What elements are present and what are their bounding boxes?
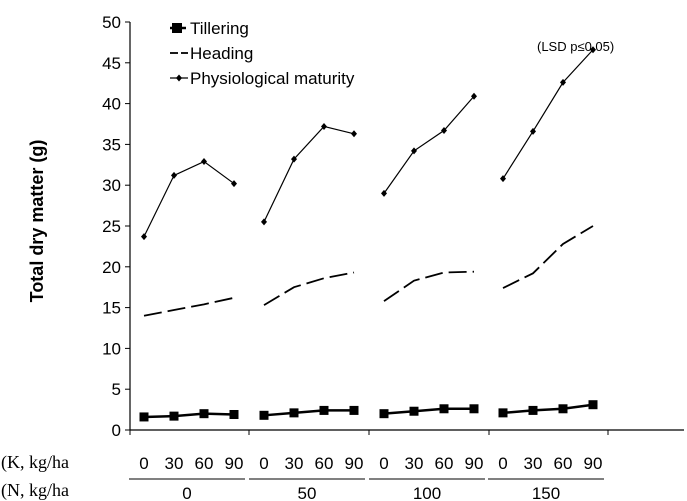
series-line-tillering: [143, 412, 235, 419]
series-line-physiological-maturity: [383, 95, 475, 194]
y-tick-label: 0: [112, 421, 121, 440]
x-tick-label: 0: [498, 454, 507, 473]
x-tick-label: 0: [259, 454, 268, 473]
series-line-heading: [383, 270, 475, 302]
x-tick-label: 90: [584, 454, 603, 473]
x-tick-label: 60: [435, 454, 454, 473]
y-tick-label: 45: [102, 54, 121, 73]
y-tick-label: 20: [102, 258, 121, 277]
y-tick-label: 15: [102, 299, 121, 318]
maturity-point: [530, 127, 536, 135]
x-tick-label: 90: [225, 454, 244, 473]
tillering-point: [588, 400, 598, 410]
tillering-point: [199, 409, 209, 419]
maturity-point: [500, 175, 506, 183]
tillering-point: [229, 409, 239, 419]
tillering-point: [169, 411, 179, 421]
marks: [139, 46, 598, 422]
legend: Tillering Heading Physiological maturity: [170, 19, 355, 88]
y-tick-label: 25: [102, 217, 121, 236]
legend-marker: [172, 23, 182, 33]
y-tick-label: 30: [102, 176, 121, 195]
tillering-point: [379, 409, 389, 419]
x-tick-label: 0: [139, 454, 148, 473]
series-line-tillering: [383, 407, 474, 415]
n-row-label: (N, kg/ha: [1, 480, 69, 501]
tillering-point: [558, 404, 568, 414]
tillering-point: [469, 404, 479, 414]
tillering-point: [349, 405, 359, 415]
x-tick-label: 30: [405, 454, 424, 473]
x-tick-label: 30: [165, 454, 184, 473]
x-tick-label: 60: [195, 454, 214, 473]
y-tick-label: 50: [102, 13, 121, 32]
maturity-point: [471, 92, 477, 100]
y-tick-label: 5: [112, 380, 121, 399]
x-tick-label: 90: [465, 454, 484, 473]
maturity-point: [231, 180, 237, 188]
maturity-point: [141, 233, 147, 241]
series-line-physiological-maturity: [263, 125, 355, 223]
legend-marker: [176, 74, 182, 82]
x-tick-label: 60: [554, 454, 573, 473]
lsd-annotation: (LSD p≤0.05): [537, 39, 614, 54]
k-row-label: (K, kg/ha: [1, 452, 69, 473]
x-tick-label: 0: [379, 454, 388, 473]
series-line-heading: [502, 225, 594, 289]
series-line-tillering: [502, 403, 594, 415]
legend-label: Tillering: [190, 19, 249, 38]
maturity-point: [441, 127, 447, 135]
maturity-point: [261, 218, 267, 226]
maturity-point: [321, 122, 327, 130]
tillering-point: [289, 408, 299, 418]
y-tick-label: 40: [102, 95, 121, 114]
maturity-point: [291, 155, 297, 163]
tillering-point: [439, 404, 449, 414]
series-line-heading: [263, 271, 355, 306]
legend-label: Physiological maturity: [190, 69, 355, 88]
maturity-point: [411, 147, 417, 155]
x-tick-label: 30: [524, 454, 543, 473]
x-tick-label: 30: [285, 454, 304, 473]
series-line-tillering: [263, 409, 354, 417]
y-tick-label: 35: [102, 135, 121, 154]
tillering-point: [259, 410, 269, 420]
group-label: 50: [298, 484, 317, 501]
maturity-point: [201, 158, 207, 166]
maturity-point: [171, 171, 177, 179]
tillering-point: [409, 406, 419, 416]
maturity-point: [351, 130, 357, 138]
tillering-point: [139, 412, 149, 422]
maturity-point: [590, 46, 596, 54]
tillering-point: [498, 408, 508, 418]
legend-label: Heading: [190, 44, 253, 63]
y-tick-label: 10: [102, 339, 121, 358]
x-tick-label: 60: [315, 454, 334, 473]
series-line-physiological-maturity: [143, 160, 235, 237]
group-label: 0: [182, 484, 191, 501]
series-line-heading: [143, 296, 235, 317]
x-tick-label: 90: [345, 454, 364, 473]
maturity-point: [560, 78, 566, 86]
group-label: 150: [532, 484, 560, 501]
series-line-physiological-maturity: [502, 49, 594, 179]
y-axis-label: Total dry matter (g): [27, 140, 47, 303]
tillering-point: [319, 405, 329, 415]
maturity-point: [381, 189, 387, 197]
tillering-point: [528, 405, 538, 415]
group-label: 100: [413, 484, 441, 501]
